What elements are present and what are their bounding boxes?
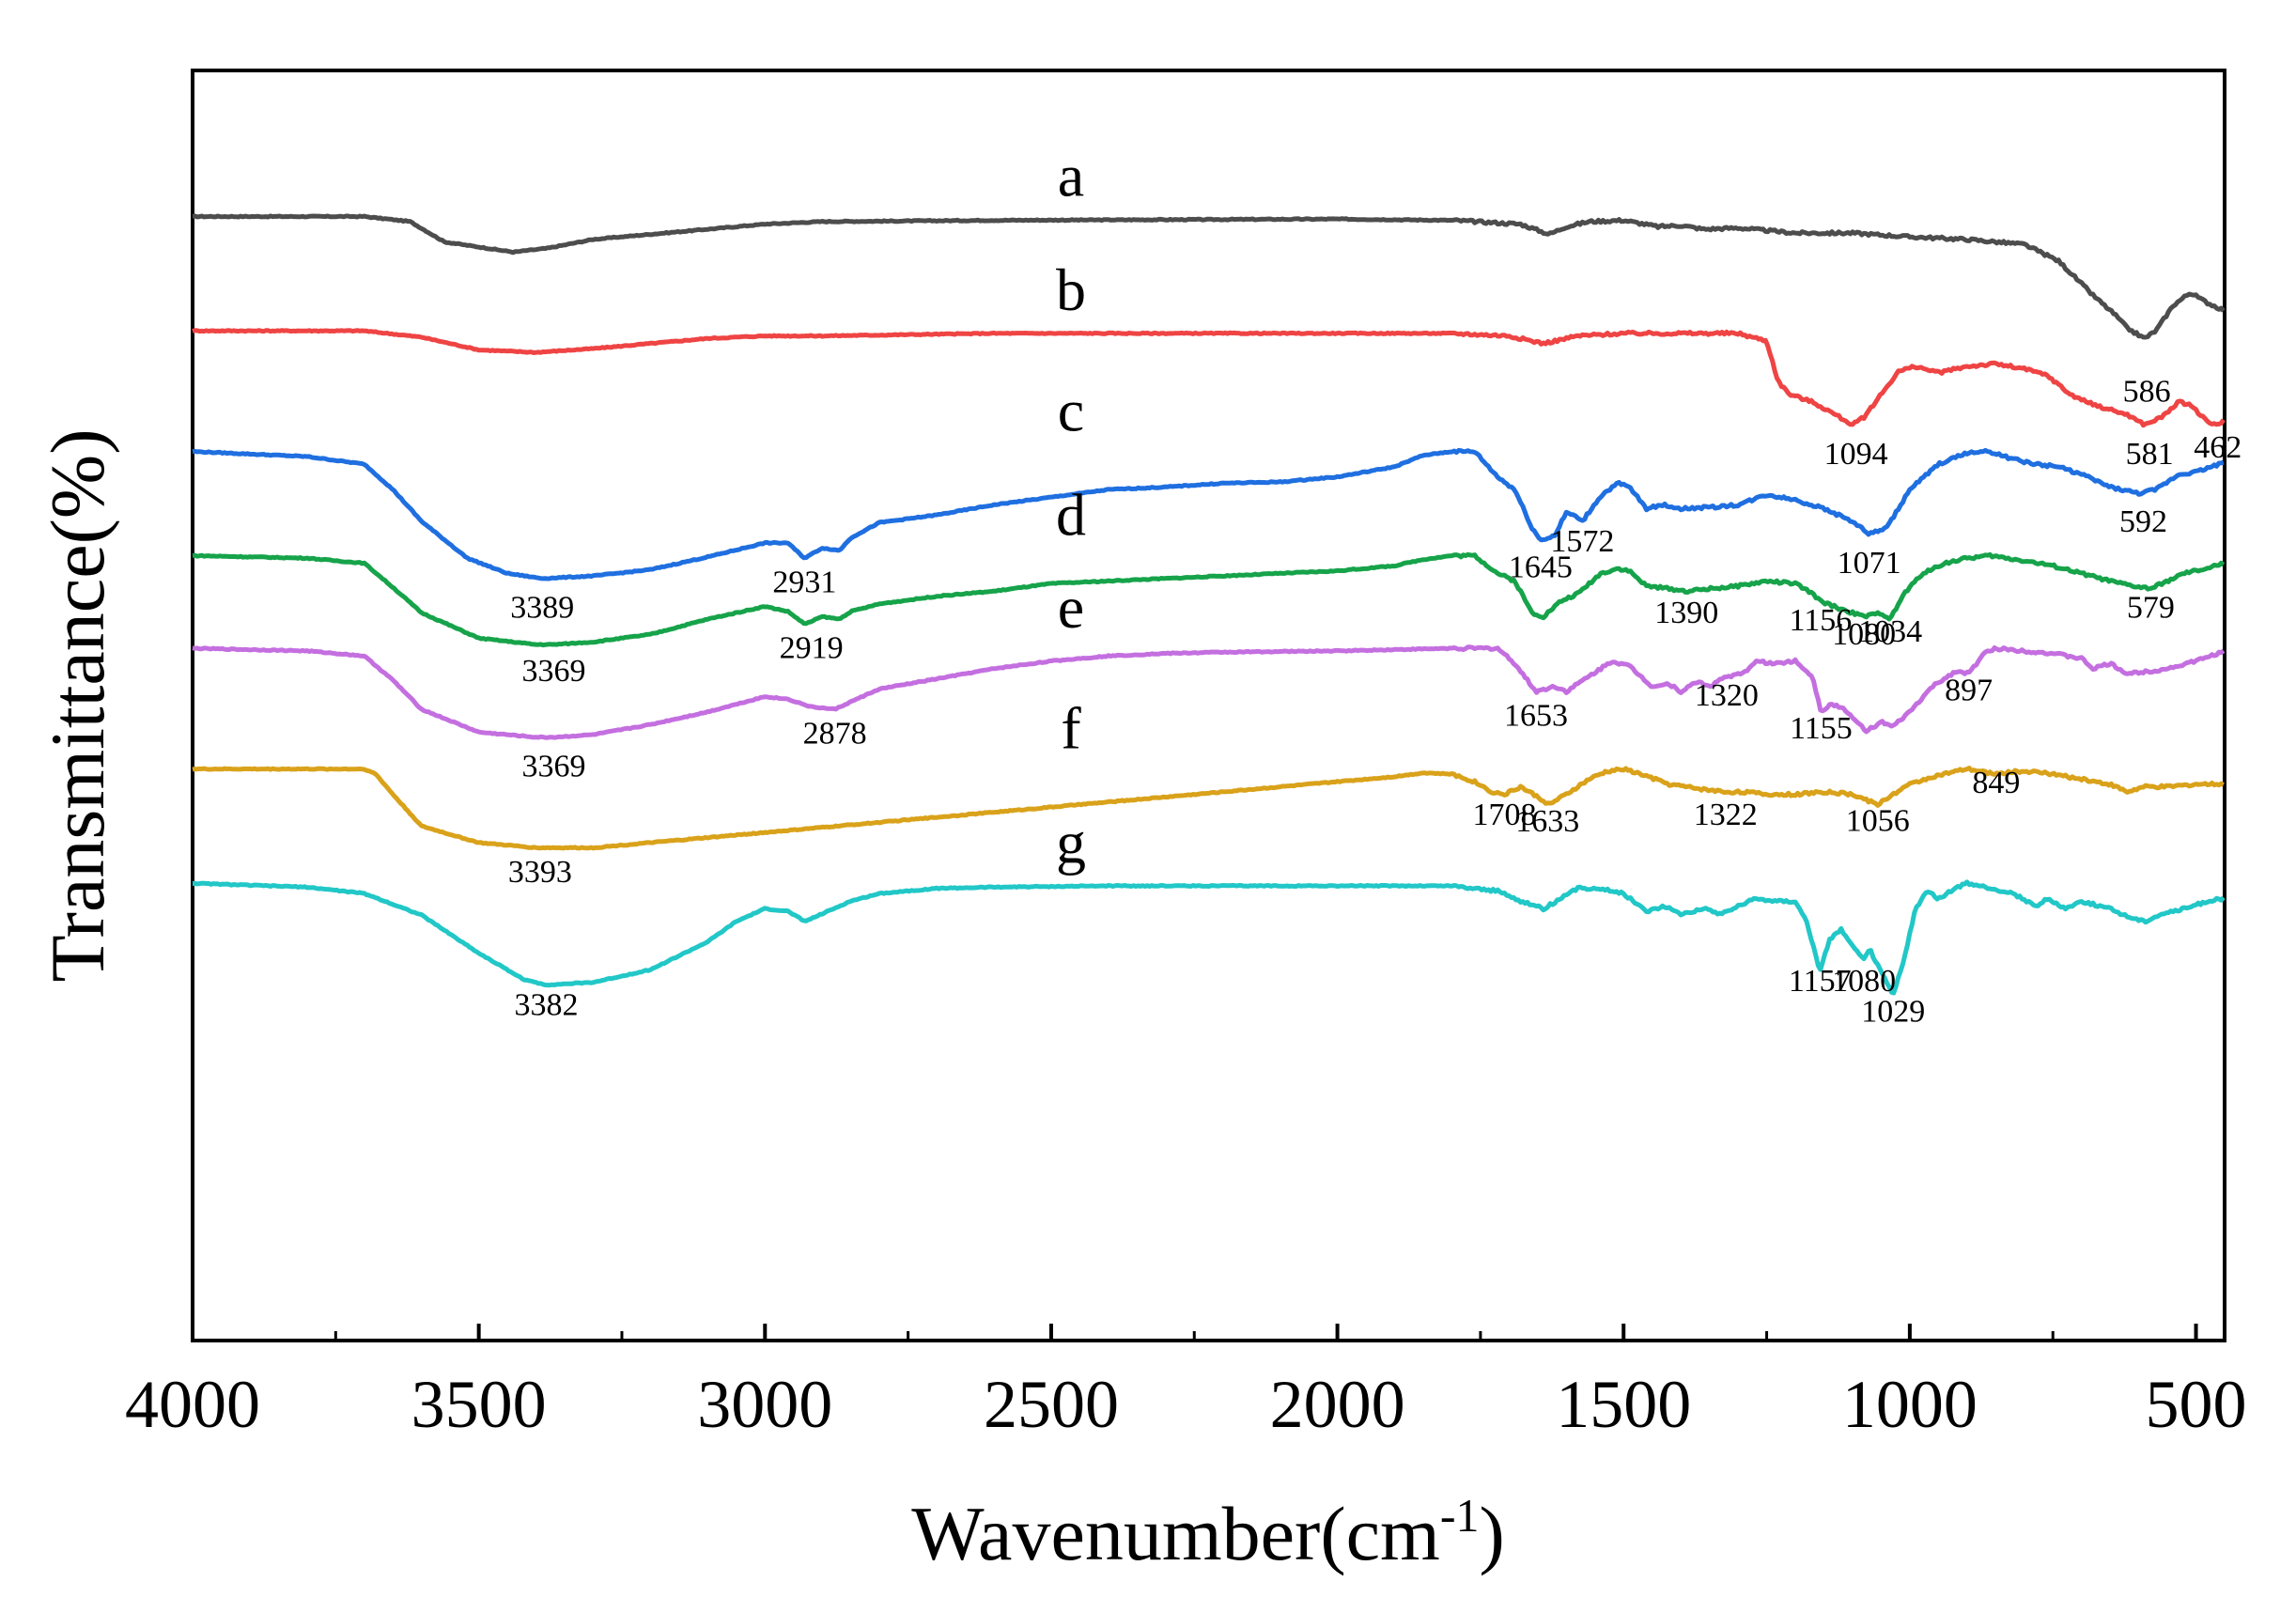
series-label-c: c <box>1058 378 1084 444</box>
peak-label-g-1029: 1029 <box>1861 994 1925 1029</box>
series-line-a <box>192 213 2226 340</box>
peak-label-e-2878: 2878 <box>803 716 867 751</box>
x-tick-label: 3000 <box>697 1367 832 1442</box>
peak-label-d-1156: 1156 <box>1789 603 1852 638</box>
peak-label-c-1572: 1572 <box>1550 524 1614 559</box>
x-tick-label: 500 <box>2146 1367 2247 1442</box>
peak-label-f-1322: 1322 <box>1694 798 1758 832</box>
peak-label-d-2919: 2919 <box>780 631 844 666</box>
x-tick-label: 1500 <box>1556 1367 1691 1442</box>
x-tick-label: 3500 <box>411 1367 547 1442</box>
peak-label-e-1155: 1155 <box>1790 711 1853 746</box>
peak-label-c-1645: 1645 <box>1509 550 1573 584</box>
peak-label-c-2931: 2931 <box>772 566 836 600</box>
x-axis-title: Wavenumber(cm-1) <box>911 1489 1505 1576</box>
x-tick-label: 1000 <box>1842 1367 1978 1442</box>
series-line-c <box>192 447 2225 581</box>
series-label-b: b <box>1056 256 1086 323</box>
x-tick-label: 2500 <box>984 1367 1119 1442</box>
peak-label-g-3382: 3382 <box>515 988 579 1023</box>
peak-label-d-1390: 1390 <box>1654 596 1718 630</box>
x-tick-label: 4000 <box>125 1367 260 1442</box>
peak-label-g-1080: 1080 <box>1832 964 1896 999</box>
series-line-e <box>192 644 2226 740</box>
peak-label-e-1653: 1653 <box>1504 698 1568 733</box>
peak-label-c-592: 592 <box>2119 504 2167 539</box>
y-axis-title: Transmittance(%) <box>35 428 120 982</box>
series-label-d: d <box>1056 481 1086 548</box>
series-line-b <box>192 328 2226 428</box>
peak-label-f-1708: 1708 <box>1473 798 1537 832</box>
peak-label-f-1633: 1633 <box>1515 804 1579 839</box>
peak-label-d-1080: 1080 <box>1832 617 1896 652</box>
x-axis-ticks: 4000 3500 3000 2500 2000 1500 1000 500 <box>125 1324 2247 1442</box>
peak-label-a-586: 586 <box>2123 374 2171 409</box>
series-line-g <box>192 879 2226 996</box>
series-label-a: a <box>1058 142 1084 209</box>
series-label-g: g <box>1056 809 1086 876</box>
peak-label-d-3369: 3369 <box>521 654 585 689</box>
peak-label-d-579: 579 <box>2127 591 2175 626</box>
series-line-f <box>192 766 2225 851</box>
plot-frame <box>191 69 2226 1342</box>
peak-label-e-3369: 3369 <box>521 750 585 784</box>
peak-label-e-1320: 1320 <box>1695 678 1759 713</box>
peak-label-b-1094: 1094 <box>1824 437 1888 472</box>
peak-label-b-462: 462 <box>2194 430 2242 465</box>
peak-label-f-849: 849 <box>1972 766 2020 800</box>
peak-label-e-897: 897 <box>1945 673 1993 707</box>
peak-label-d-1034: 1034 <box>1858 614 1922 649</box>
peak-label-c-1071: 1071 <box>1838 546 1901 581</box>
peak-label-f-3393: 3393 <box>508 855 572 890</box>
series-label-f: f <box>1061 695 1081 762</box>
x-tick-label: 2000 <box>1270 1367 1405 1442</box>
peak-label-c-3389: 3389 <box>510 591 574 626</box>
series-label-e: e <box>1058 574 1084 641</box>
peak-label-f-1056: 1056 <box>1846 804 1910 839</box>
peak-label-g-1157: 1157 <box>1789 964 1852 999</box>
series-line-d <box>192 551 2226 648</box>
peak-label-b-581: 581 <box>2126 437 2174 472</box>
